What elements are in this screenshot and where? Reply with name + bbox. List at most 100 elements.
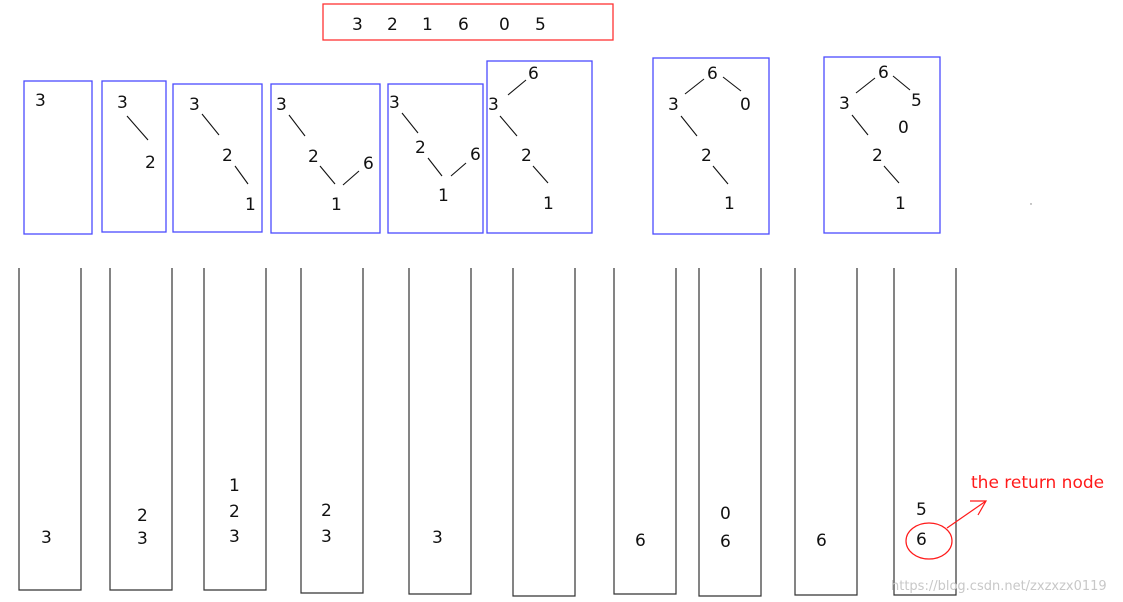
- tree-node: 6: [878, 63, 889, 83]
- tree-box: [652, 57, 770, 235]
- tree-edge: [288, 114, 306, 137]
- tree-edge: [532, 165, 549, 184]
- tree-box: [101, 80, 167, 233]
- sequence-value: 1: [422, 15, 433, 35]
- tree-node: 3: [668, 95, 679, 115]
- tree-panel-2: 3 2: [101, 80, 167, 233]
- tree-node: 1: [724, 194, 735, 214]
- stack-1: 3: [18, 268, 82, 591]
- tree-box: [270, 83, 381, 234]
- tree-node: 3: [839, 94, 850, 114]
- tree-node: 6: [470, 145, 481, 165]
- tree-panel-8: 6 3 5 0 2 1: [823, 56, 941, 234]
- arrow-icon: [946, 500, 987, 529]
- tree-node: 2: [521, 146, 532, 166]
- tree-node: 1: [245, 195, 256, 215]
- stack-container: [893, 268, 957, 596]
- stack-item: 2: [229, 502, 240, 522]
- tree-node: 3: [389, 93, 400, 113]
- stack-item: 5: [916, 500, 927, 520]
- stack-item: 6: [916, 530, 927, 550]
- stack-container: [109, 268, 173, 591]
- tree-edge: [851, 114, 869, 136]
- tree-box: [486, 60, 593, 234]
- tree-node: 1: [331, 195, 342, 215]
- stack-container: [300, 268, 364, 594]
- tree-edge: [712, 165, 729, 185]
- stray-dot: [1030, 203, 1032, 205]
- input-sequence: 3 2 1 6 0 5: [322, 3, 614, 41]
- stack-item: 2: [321, 501, 332, 521]
- sequence-box: [322, 3, 614, 41]
- annotation-label: the return node: [971, 473, 1104, 493]
- tree-node: 6: [707, 64, 718, 84]
- tree-node: 1: [438, 186, 449, 206]
- stack-container: [203, 268, 267, 591]
- sequence-value: 0: [499, 15, 510, 35]
- tree-node: 2: [308, 147, 319, 167]
- stack-item: 3: [137, 529, 148, 549]
- tree-node: 0: [740, 95, 751, 115]
- stack-item: 6: [635, 531, 646, 551]
- tree-panel-5: 3 2 6 1: [387, 83, 484, 234]
- tree-node: 2: [701, 146, 712, 166]
- tree-panel-7: 6 3 0 2 1: [652, 57, 770, 235]
- stack-item: 3: [229, 527, 240, 547]
- stack-6: [512, 268, 576, 597]
- stack-container: [794, 268, 858, 596]
- stack-item: 2: [137, 506, 148, 526]
- tree-node: 3: [276, 95, 287, 115]
- stack-2: 2 3: [109, 268, 173, 591]
- stack-container: [18, 268, 82, 591]
- tree-node: 2: [222, 146, 233, 166]
- tree-edge: [427, 157, 443, 177]
- tree-edge: [499, 115, 518, 137]
- tree-node: 1: [895, 194, 906, 214]
- tree-edge: [892, 75, 911, 91]
- stack-4: 2 3: [300, 268, 364, 594]
- tree-node: 1: [543, 194, 554, 214]
- stack-item: 6: [720, 532, 731, 552]
- stack-item: 1: [229, 476, 240, 496]
- arrowhead-icon: [970, 500, 988, 516]
- tree-box: [172, 83, 263, 233]
- stack-item: 3: [432, 528, 443, 548]
- tree-node: 3: [488, 95, 499, 115]
- tree-node: 3: [189, 95, 200, 115]
- stack-5: 3: [408, 268, 472, 595]
- tree-edge: [722, 76, 742, 92]
- stack-10: 5 6: [893, 268, 957, 596]
- tree-edge: [684, 78, 705, 95]
- sequence-value: 2: [387, 15, 398, 35]
- tree-edge: [507, 79, 527, 96]
- sequence-value: 3: [352, 15, 363, 35]
- tree-node: 5: [911, 91, 922, 111]
- stack-container: [613, 268, 677, 595]
- tree-panel-1: 3: [23, 80, 93, 235]
- tree-node: 6: [528, 64, 539, 84]
- stack-7: 6: [613, 268, 677, 595]
- stack-item: 3: [41, 528, 52, 548]
- watermark: https://blog.csdn.net/zxzxzx0119: [891, 579, 1107, 594]
- tree-node: 3: [35, 91, 46, 111]
- sequence-value: 5: [535, 15, 546, 35]
- tree-box: [387, 83, 484, 234]
- tree-node: 0: [898, 118, 909, 138]
- tree-panel-4: 3 2 6 1: [270, 83, 381, 234]
- tree-edge: [201, 113, 220, 136]
- tree-edge: [680, 115, 698, 137]
- tree-edge: [855, 77, 876, 94]
- tree-edge: [883, 165, 900, 184]
- highlight-circle: [905, 522, 953, 560]
- stack-3: 1 2 3: [203, 268, 267, 591]
- stack-8: 0 6: [698, 268, 762, 597]
- stack-item: 6: [816, 531, 827, 551]
- tree-edge: [342, 170, 360, 186]
- tree-box: [23, 80, 93, 235]
- tree-node: 6: [363, 154, 374, 174]
- stack-item: 3: [321, 527, 332, 547]
- tree-node: 2: [415, 138, 426, 158]
- tree-panel-3: 3 2 1: [172, 83, 263, 233]
- tree-panel-6: 6 3 2 1: [486, 60, 593, 234]
- sequence-value: 6: [458, 15, 469, 35]
